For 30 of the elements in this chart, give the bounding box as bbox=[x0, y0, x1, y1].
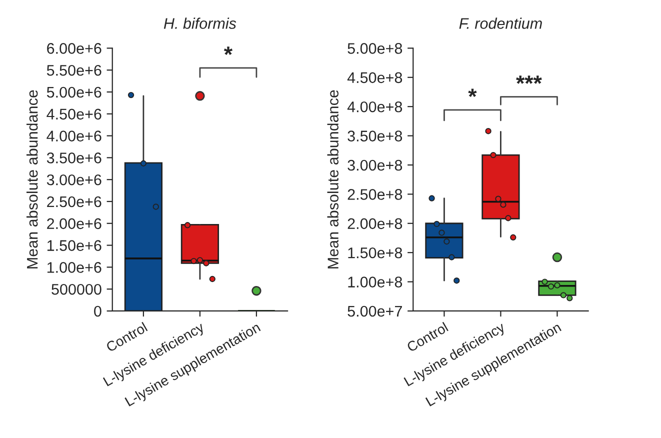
y-tick-label: 1.00e+6 bbox=[47, 262, 102, 273]
y-axis-title: Mean absolute abundance bbox=[327, 90, 338, 268]
y-tick-label: 5.00e+7 bbox=[348, 306, 402, 317]
y-tick-label: 500000 bbox=[52, 284, 102, 295]
y-tick-label: 6.00e+6 bbox=[47, 43, 102, 54]
y-tick-label: 3.50e+8 bbox=[348, 130, 402, 142]
y-tick-label: 5.00e+8 bbox=[348, 43, 402, 54]
y-tick-label: 2.50e+8 bbox=[348, 189, 402, 200]
y-tick-label: 1.00e+8 bbox=[348, 276, 402, 288]
y-tick-label: 2.00e+8 bbox=[348, 218, 402, 230]
y-axis-title: Mean absolute abundance bbox=[26, 90, 38, 268]
y-tick-label: 3.00e+6 bbox=[46, 174, 102, 186]
chart-title: F. rodentium bbox=[459, 18, 542, 29]
y-tick-label: 5.00e+6 bbox=[46, 86, 102, 98]
y-tick-label: 4.50e+6 bbox=[46, 108, 102, 120]
annotation: * bbox=[224, 46, 233, 55]
y-tick-label: 2.00e+6 bbox=[47, 218, 102, 230]
y-tick-label: 1.50e+8 bbox=[348, 247, 402, 258]
y-tick-label: 2.50e+6 bbox=[47, 196, 102, 208]
y-tick-label: 4.00e+6 bbox=[46, 130, 102, 142]
y-tick-label: 4.00e+8 bbox=[347, 101, 402, 112]
annotation: *** bbox=[516, 76, 542, 84]
y-tick-label: 1.50e+6 bbox=[47, 240, 102, 251]
y-tick-label: 4.50e+8 bbox=[347, 72, 402, 84]
y-tick-label: 0 bbox=[94, 306, 102, 317]
y-tick-label: 5.50e+6 bbox=[46, 64, 102, 76]
y-tick-label: 3.00e+8 bbox=[348, 160, 402, 171]
annotation: * bbox=[468, 88, 477, 97]
y-tick-label: 3.50e+6 bbox=[46, 152, 102, 164]
chart-title: H. biformis bbox=[164, 18, 236, 29]
